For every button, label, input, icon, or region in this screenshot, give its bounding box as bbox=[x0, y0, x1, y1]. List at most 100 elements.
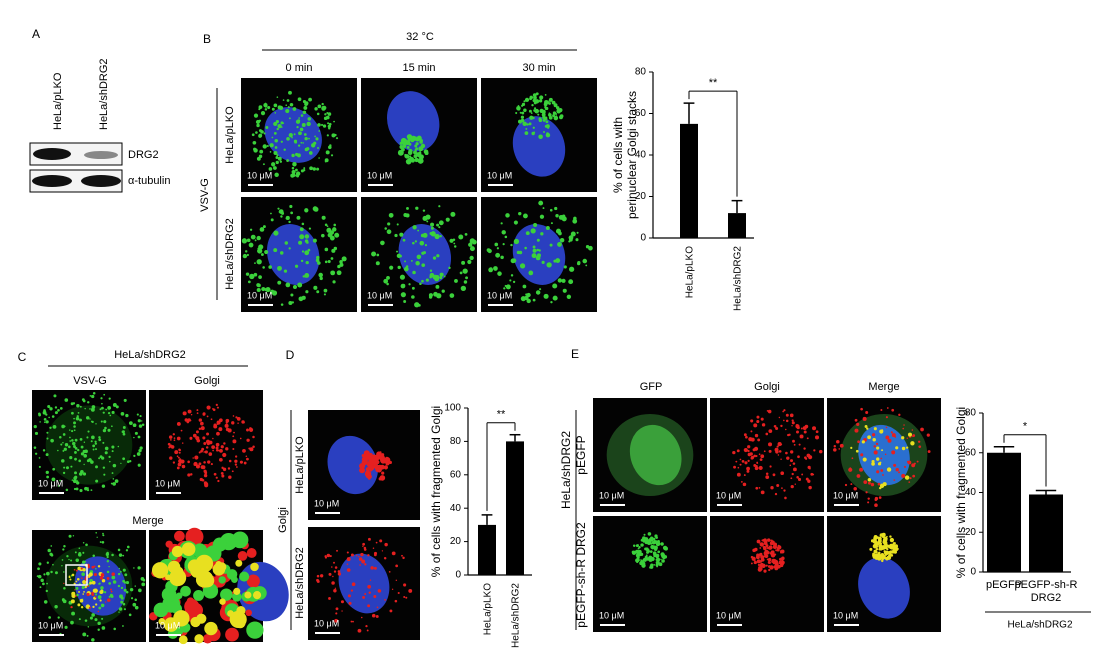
blot-band bbox=[81, 175, 121, 187]
speckle bbox=[101, 540, 105, 544]
speckle bbox=[279, 160, 283, 163]
speckle bbox=[376, 253, 380, 257]
speckle bbox=[500, 255, 504, 260]
speckle bbox=[72, 402, 76, 405]
row-label: HeLa/pLKO bbox=[224, 106, 236, 164]
speckle bbox=[408, 142, 412, 146]
speckle bbox=[212, 437, 214, 440]
speckle bbox=[519, 111, 522, 114]
speckle bbox=[87, 401, 90, 404]
speckle bbox=[54, 406, 58, 409]
speckle bbox=[785, 451, 788, 455]
speckle bbox=[103, 393, 106, 396]
speckle bbox=[91, 435, 95, 440]
speckle bbox=[202, 412, 206, 416]
speckle bbox=[253, 147, 257, 151]
speckle bbox=[381, 471, 385, 475]
speckle bbox=[797, 455, 800, 459]
speckle bbox=[559, 237, 565, 243]
speckle bbox=[258, 134, 262, 138]
panel-letter: A bbox=[32, 27, 40, 41]
speckle bbox=[651, 547, 655, 550]
speckle bbox=[855, 449, 859, 453]
y-tick-label: 80 bbox=[450, 436, 462, 447]
speckle bbox=[215, 560, 222, 568]
speckle bbox=[303, 105, 308, 110]
speckle bbox=[100, 420, 103, 423]
speckle bbox=[526, 298, 531, 304]
column-header: Golgi bbox=[194, 375, 220, 387]
speckle bbox=[417, 229, 420, 232]
speckle bbox=[181, 542, 196, 557]
scale-bar-label: 10 μM bbox=[716, 610, 741, 620]
speckle bbox=[81, 572, 85, 577]
speckle bbox=[172, 433, 175, 436]
speckle bbox=[102, 441, 105, 444]
speckle bbox=[367, 476, 371, 480]
speckle bbox=[139, 446, 143, 450]
speckle bbox=[297, 97, 302, 102]
speckle bbox=[548, 113, 552, 117]
speckle bbox=[334, 618, 339, 623]
speckle bbox=[134, 605, 139, 610]
significance-label: ** bbox=[497, 409, 506, 421]
speckle bbox=[776, 484, 780, 488]
speckle bbox=[297, 144, 301, 147]
speckle bbox=[259, 227, 265, 232]
inset-box bbox=[65, 564, 88, 586]
speckle bbox=[326, 134, 329, 137]
speckle bbox=[234, 617, 246, 629]
panel-letter: E bbox=[571, 347, 579, 361]
speckle bbox=[434, 233, 440, 240]
speckle bbox=[391, 588, 394, 590]
speckle bbox=[737, 466, 740, 469]
speckle bbox=[520, 115, 525, 119]
speckle bbox=[777, 544, 780, 547]
speckle bbox=[791, 472, 794, 476]
speckle bbox=[194, 455, 199, 460]
speckle bbox=[181, 442, 184, 444]
speckle bbox=[277, 156, 282, 161]
speckle bbox=[753, 446, 759, 451]
speckle bbox=[64, 443, 69, 447]
speckle bbox=[876, 457, 880, 461]
speckle bbox=[224, 423, 229, 428]
speckle bbox=[42, 410, 47, 415]
speckle bbox=[308, 137, 310, 140]
speckle bbox=[873, 539, 878, 545]
speckle bbox=[101, 484, 106, 488]
speckle bbox=[389, 609, 393, 613]
speckle bbox=[366, 629, 369, 632]
speckle bbox=[539, 214, 545, 219]
speckle bbox=[549, 243, 553, 247]
speckle bbox=[764, 546, 767, 549]
speckle bbox=[879, 461, 882, 464]
speckle bbox=[783, 409, 786, 412]
speckle bbox=[260, 253, 264, 257]
speckle bbox=[760, 563, 763, 567]
speckle bbox=[308, 227, 312, 230]
y-tick-label: 40 bbox=[965, 487, 977, 498]
speckle bbox=[501, 230, 506, 235]
speckle bbox=[304, 136, 308, 141]
y-tick-label: 0 bbox=[970, 567, 976, 578]
speckle bbox=[74, 447, 78, 450]
y-tick-label: 0 bbox=[640, 233, 646, 244]
speckle bbox=[870, 482, 875, 487]
speckle bbox=[364, 592, 367, 595]
speckle bbox=[103, 420, 107, 424]
speckle bbox=[274, 146, 278, 149]
speckle bbox=[239, 460, 243, 464]
speckle bbox=[430, 226, 434, 230]
scale-bar-label: 10 μM bbox=[314, 498, 339, 508]
speckle bbox=[217, 479, 220, 483]
speckle bbox=[300, 114, 304, 117]
speckle bbox=[236, 417, 241, 421]
speckle bbox=[87, 626, 90, 628]
speckle bbox=[94, 440, 97, 443]
speckle bbox=[111, 472, 114, 474]
speckle bbox=[781, 487, 783, 489]
speckle bbox=[225, 421, 228, 424]
speckle bbox=[327, 259, 331, 264]
speckle bbox=[545, 120, 549, 124]
